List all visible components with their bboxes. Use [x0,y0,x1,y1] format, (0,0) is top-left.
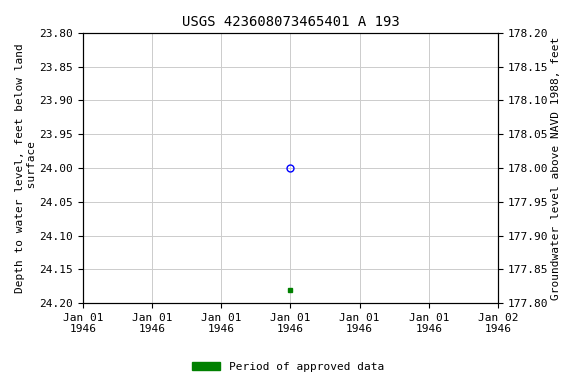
Y-axis label: Groundwater level above NAVD 1988, feet: Groundwater level above NAVD 1988, feet [551,36,561,300]
Legend: Period of approved data: Period of approved data [188,358,388,377]
Title: USGS 423608073465401 A 193: USGS 423608073465401 A 193 [181,15,399,29]
Y-axis label: Depth to water level, feet below land
 surface: Depth to water level, feet below land su… [15,43,37,293]
